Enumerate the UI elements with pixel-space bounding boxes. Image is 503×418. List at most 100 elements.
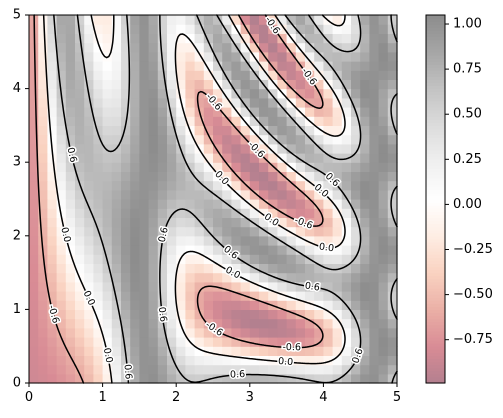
heatmap-cell <box>29 226 39 237</box>
heatmap-cell <box>84 42 94 53</box>
contour-label: 0.6 <box>230 369 246 381</box>
heatmap-cell <box>56 180 67 191</box>
heatmap-cell <box>167 281 177 292</box>
heatmap-cell <box>240 125 251 136</box>
heatmap-cell <box>240 217 251 228</box>
heatmap-cell <box>222 263 232 274</box>
heatmap-cell <box>130 88 140 99</box>
heatmap-cell <box>121 327 131 338</box>
heatmap-cell <box>38 42 48 53</box>
heatmap-cell <box>277 116 288 126</box>
heatmap-cell <box>102 15 113 25</box>
heatmap-cell <box>148 153 159 163</box>
heatmap-cell <box>369 153 380 163</box>
colorbar-segment <box>426 107 445 111</box>
heatmap-cell <box>277 97 288 108</box>
heatmap-cell <box>213 364 223 375</box>
heatmap-cell <box>369 309 380 320</box>
heatmap-cell <box>332 318 343 329</box>
heatmap-cell <box>93 291 104 301</box>
heatmap-cell <box>341 180 352 191</box>
heatmap-cell <box>360 107 370 117</box>
heatmap-cell <box>203 116 214 126</box>
heatmap-cell <box>75 143 85 154</box>
heatmap-cell <box>157 281 168 292</box>
heatmap-cell <box>111 15 122 25</box>
heatmap-cell <box>314 143 324 154</box>
heatmap-cell <box>268 291 278 301</box>
heatmap-cell <box>323 327 334 338</box>
heatmap-cell <box>259 61 269 71</box>
heatmap-cell <box>231 337 242 347</box>
heatmap-cell <box>148 208 159 218</box>
colorbar-segment <box>426 168 445 172</box>
heatmap-cell <box>167 24 177 34</box>
heatmap-cell <box>314 281 324 292</box>
heatmap-cell <box>341 355 352 366</box>
heatmap-cell <box>176 355 186 366</box>
heatmap-cell <box>167 88 177 99</box>
heatmap-cell <box>93 189 104 200</box>
heatmap-cell <box>84 153 94 163</box>
heatmap-cell <box>259 373 269 384</box>
heatmap-cell <box>295 300 306 310</box>
heatmap-cell <box>176 245 186 255</box>
heatmap-cell <box>203 97 214 108</box>
heatmap-cell <box>323 300 334 310</box>
heatmap-cell <box>148 281 159 292</box>
colorbar-segment <box>426 312 445 317</box>
heatmap-cell <box>194 61 205 71</box>
heatmap-cell <box>213 291 223 301</box>
heatmap-cell <box>378 281 389 292</box>
heatmap-cell <box>157 143 168 154</box>
colorbar-segment <box>426 149 445 154</box>
heatmap-cell <box>249 24 260 34</box>
heatmap-cell <box>259 364 269 375</box>
heatmap-cell <box>111 116 122 126</box>
heatmap-cell <box>130 235 140 246</box>
heatmap-cell <box>47 125 58 136</box>
heatmap-cell <box>259 309 269 320</box>
heatmap-cell <box>314 70 324 80</box>
heatmap-cell <box>332 79 343 90</box>
colorbar-segment <box>426 358 445 363</box>
heatmap-cell <box>65 235 76 246</box>
heatmap-cell <box>295 318 306 329</box>
heatmap-cell <box>121 180 131 191</box>
heatmap-cell <box>111 208 122 218</box>
heatmap-cell <box>314 272 324 283</box>
heatmap-cell <box>167 70 177 80</box>
heatmap-cell <box>157 318 168 329</box>
heatmap-cell <box>167 355 177 366</box>
heatmap-cell <box>38 217 48 228</box>
heatmap-cell <box>323 153 334 163</box>
heatmap-cell <box>378 61 389 71</box>
heatmap-cell <box>369 189 380 200</box>
contour-line <box>42 14 346 384</box>
heatmap-cell <box>378 327 389 338</box>
heatmap-cell <box>213 217 223 228</box>
heatmap-cell <box>323 346 334 356</box>
colorbar-segment <box>426 140 445 145</box>
heatmap-cell <box>240 79 251 90</box>
heatmap-cell <box>231 217 242 228</box>
colorbar-segment <box>426 94 445 99</box>
heatmap-cell <box>332 281 343 292</box>
heatmap-cell <box>378 199 389 209</box>
heatmap-cell <box>167 291 177 301</box>
heatmap-cell <box>360 355 370 366</box>
heatmap-cell <box>213 24 223 34</box>
colorbar-segment <box>426 303 445 307</box>
heatmap-cell <box>249 281 260 292</box>
heatmap-cell <box>213 134 223 145</box>
heatmap-cell <box>231 373 242 384</box>
heatmap-cell <box>277 346 288 356</box>
heatmap-cell <box>277 107 288 117</box>
heatmap-cell <box>351 309 361 320</box>
heatmap-cell <box>65 97 76 108</box>
heatmap-cell <box>167 79 177 90</box>
heatmap-cell <box>259 189 269 200</box>
heatmap-cell <box>323 24 334 34</box>
heatmap-cell <box>111 355 122 366</box>
heatmap-cell <box>369 291 380 301</box>
